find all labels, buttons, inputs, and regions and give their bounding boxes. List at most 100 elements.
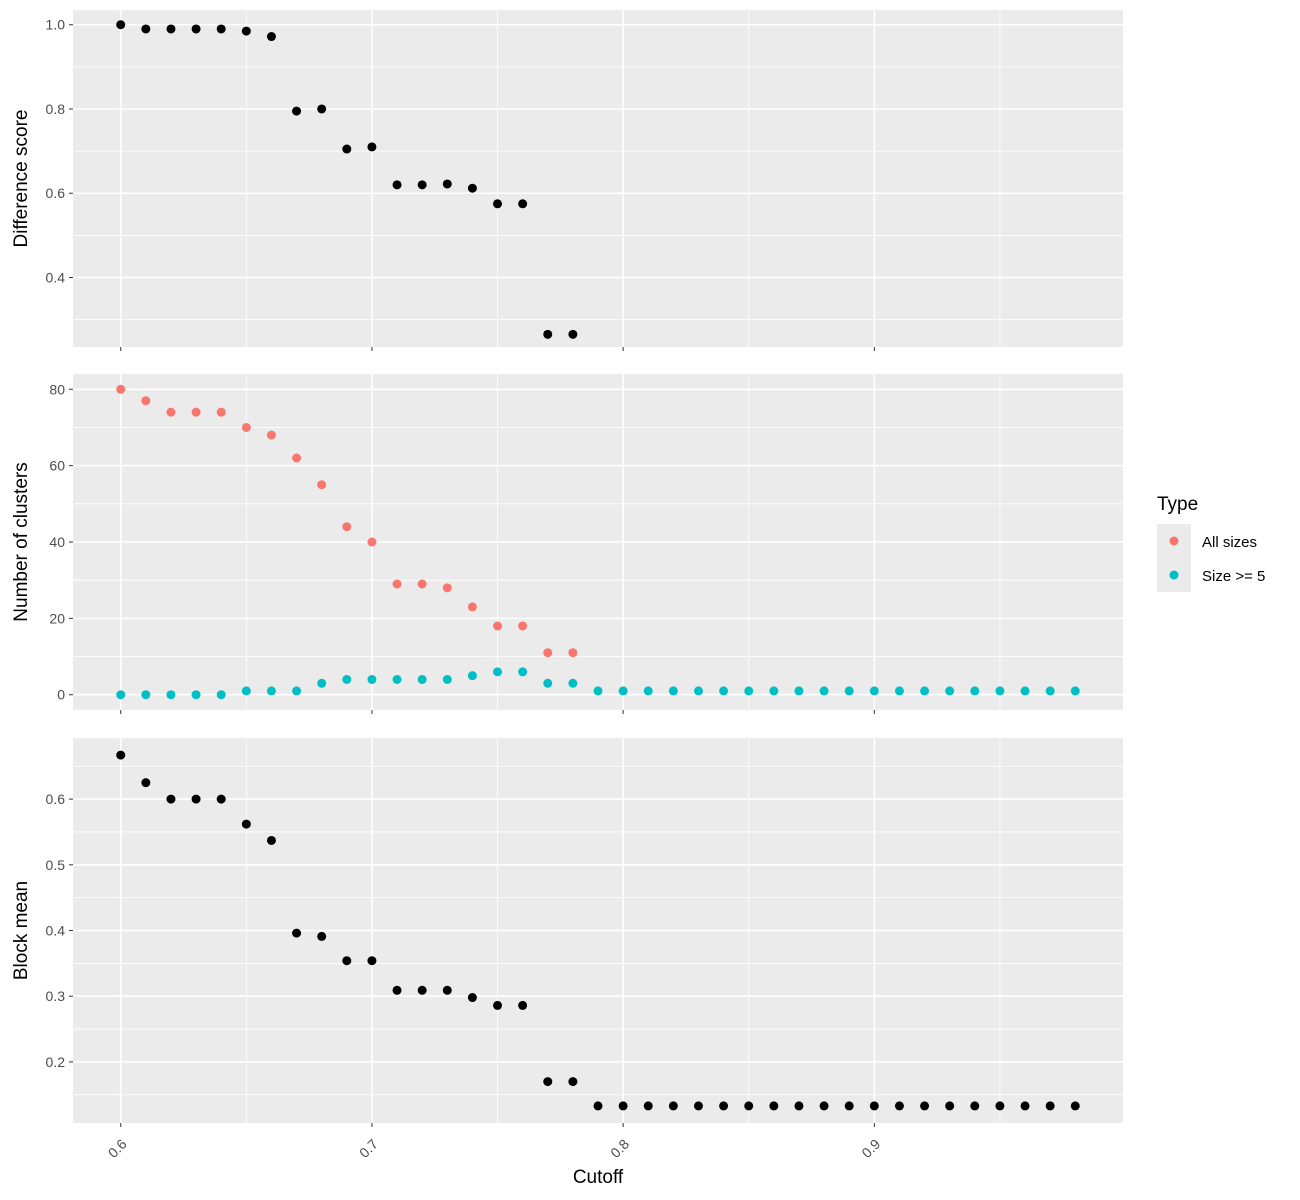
- data-point: [744, 1101, 754, 1111]
- data-point: [216, 794, 226, 804]
- x-tick-label: 0.7: [356, 1136, 381, 1161]
- data-point: [819, 1101, 829, 1111]
- data-point: [995, 686, 1005, 696]
- legend-key-all-sizes: [1169, 536, 1179, 546]
- data-point: [1020, 1101, 1030, 1111]
- data-point: [618, 1101, 628, 1111]
- y-tick-label: 0.6: [46, 185, 66, 201]
- data-point: [518, 1000, 528, 1010]
- data-point: [141, 24, 151, 34]
- data-point: [166, 794, 176, 804]
- data-point: [317, 678, 327, 688]
- data-point: [116, 20, 126, 30]
- data-point: [191, 24, 201, 34]
- data-point: [417, 579, 427, 589]
- y-tick-label: 20: [49, 610, 65, 626]
- data-point: [191, 407, 201, 417]
- data-point: [719, 1101, 729, 1111]
- data-point: [216, 407, 226, 417]
- legend-title: Type: [1157, 494, 1198, 515]
- data-point: [1045, 686, 1055, 696]
- data-point: [417, 180, 427, 190]
- data-point: [442, 179, 452, 189]
- data-point: [693, 1101, 703, 1111]
- panel-clusters: 0 20 40 60 80 Number of clusters: [11, 374, 1123, 714]
- x-axis-title: Cutoff: [573, 1167, 624, 1188]
- data-point: [769, 1101, 779, 1111]
- data-point: [493, 1000, 503, 1010]
- data-point: [643, 1101, 653, 1111]
- data-point: [794, 1101, 804, 1111]
- data-point: [141, 396, 151, 406]
- data-point: [442, 674, 452, 684]
- data-point: [493, 621, 503, 631]
- data-point: [116, 384, 126, 394]
- data-point: [367, 142, 377, 152]
- data-point: [317, 480, 327, 490]
- data-point: [292, 453, 302, 463]
- data-point: [317, 931, 327, 941]
- data-point: [342, 956, 352, 966]
- data-point: [417, 674, 427, 684]
- data-point: [392, 985, 402, 995]
- series-all-sizes: [116, 384, 578, 658]
- data-point: [819, 686, 829, 696]
- data-point: [568, 678, 578, 688]
- y-tick-label: 0.3: [46, 988, 66, 1004]
- data-point: [593, 1101, 603, 1111]
- data-point: [442, 985, 452, 995]
- data-point: [241, 26, 251, 36]
- legend-label-all-sizes: All sizes: [1202, 534, 1257, 551]
- data-point: [241, 422, 251, 432]
- data-point: [367, 674, 377, 684]
- data-point: [392, 674, 402, 684]
- data-point: [643, 686, 653, 696]
- data-point: [668, 686, 678, 696]
- data-point: [493, 667, 503, 677]
- x-tick-label: 0.8: [607, 1136, 632, 1161]
- data-point: [693, 686, 703, 696]
- data-point: [593, 686, 603, 696]
- data-point: [292, 928, 302, 938]
- data-point: [543, 329, 553, 339]
- data-point: [166, 407, 176, 417]
- data-point: [1020, 686, 1030, 696]
- data-point: [141, 778, 151, 788]
- data-point: [191, 690, 201, 700]
- data-point: [116, 690, 126, 700]
- y-tick-label: 0: [57, 687, 65, 703]
- y-axis-title: Difference score: [11, 110, 32, 248]
- series-difference: [116, 20, 578, 339]
- data-point: [668, 1101, 678, 1111]
- data-point: [191, 794, 201, 804]
- data-point: [417, 985, 427, 995]
- data-point: [518, 621, 528, 631]
- legend-label-size-ge-5: Size >= 5: [1202, 568, 1265, 585]
- data-point: [794, 686, 804, 696]
- data-point: [844, 1101, 854, 1111]
- data-point: [945, 686, 955, 696]
- data-point: [342, 144, 352, 154]
- data-point: [493, 199, 503, 209]
- panels-layer: 0.4 0.6 0.8 1.0 Difference score 0 20 40 60 80 Num…: [11, 10, 1123, 1161]
- data-point: [869, 686, 879, 696]
- data-point: [744, 686, 754, 696]
- data-point: [266, 686, 276, 696]
- data-point: [970, 686, 980, 696]
- data-point: [141, 690, 151, 700]
- data-point: [518, 667, 528, 677]
- data-point: [342, 674, 352, 684]
- y-tick-label: 60: [49, 458, 65, 474]
- legend: Type All sizes Size >= 5: [1157, 494, 1265, 592]
- data-point: [367, 537, 377, 547]
- data-point: [568, 329, 578, 339]
- data-point: [467, 602, 477, 612]
- series-size-5: [116, 667, 1080, 700]
- data-point: [292, 106, 302, 116]
- data-point: [317, 104, 327, 114]
- data-point: [1045, 1101, 1055, 1111]
- data-point: [769, 686, 779, 696]
- y-tick-label: 0.5: [46, 857, 66, 873]
- y-axis-title: Number of clusters: [11, 462, 32, 621]
